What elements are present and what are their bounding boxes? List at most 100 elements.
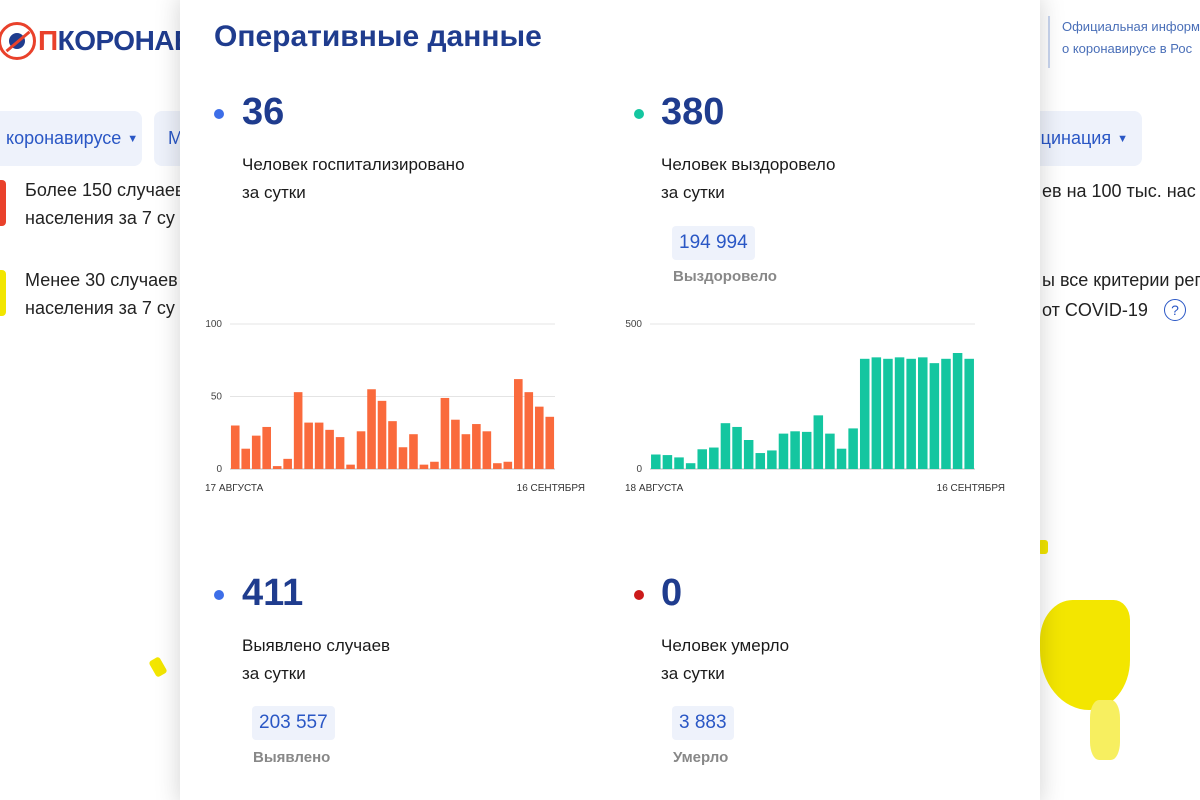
- chart-bar[interactable]: [755, 453, 766, 469]
- chart-bar[interactable]: [241, 448, 251, 469]
- chart-bar[interactable]: [440, 397, 450, 469]
- logo-prefix: П: [38, 25, 58, 56]
- map-region[interactable]: [1090, 700, 1120, 760]
- chart-bar[interactable]: [503, 461, 513, 469]
- chart-bar[interactable]: [836, 448, 847, 469]
- desc-line: Выявлено случаев: [242, 636, 391, 655]
- chart-bar[interactable]: [848, 428, 858, 469]
- chart-bar[interactable]: [524, 392, 534, 469]
- nav-about-coronavirus[interactable]: коронавирусе ▼: [0, 111, 142, 166]
- chart-bar[interactable]: [377, 400, 387, 469]
- chart-bar[interactable]: [283, 458, 292, 469]
- x-end-label: 16 СЕНТЯБРЯ: [937, 483, 1005, 494]
- chart-bar[interactable]: [314, 422, 324, 469]
- chart-bar[interactable]: [894, 357, 905, 469]
- chart-bar[interactable]: [461, 434, 471, 469]
- map-region[interactable]: [1038, 540, 1048, 554]
- chart-bar[interactable]: [859, 358, 870, 469]
- x-start-label: 18 АВГУСТА: [625, 483, 684, 494]
- cases-dot-icon: [214, 590, 224, 600]
- nav-label: М: [168, 128, 183, 148]
- chart-bar[interactable]: [801, 431, 812, 469]
- chart-bar[interactable]: [472, 424, 481, 469]
- chart-bar[interactable]: [325, 429, 334, 469]
- chart-bar[interactable]: [388, 421, 397, 469]
- chart-bar[interactable]: [720, 423, 731, 469]
- chart-bar[interactable]: [778, 433, 789, 469]
- hospitalized-chart: 0 50 100 17 АВГУСТА 16 СЕНТЯБРЯ: [200, 314, 600, 504]
- chart-bar[interactable]: [493, 463, 502, 469]
- chart-bar[interactable]: [906, 358, 916, 469]
- chart-bar[interactable]: [790, 431, 800, 469]
- chart-bar[interactable]: [545, 416, 555, 469]
- chart-bar[interactable]: [346, 464, 355, 469]
- chart-bar[interactable]: [367, 389, 376, 469]
- chart-bar[interactable]: [651, 454, 661, 470]
- chart-bar[interactable]: [929, 363, 940, 469]
- chart-bar[interactable]: [335, 437, 345, 469]
- y-tick-label: 500: [625, 319, 642, 330]
- legend-text: населения за 7 су: [25, 298, 175, 318]
- chart-bar[interactable]: [482, 431, 492, 469]
- chart-bar[interactable]: [419, 464, 429, 469]
- chart-bar[interactable]: [293, 392, 303, 469]
- desc-line: за сутки: [661, 664, 725, 683]
- chart-bar[interactable]: [398, 447, 408, 469]
- help-icon[interactable]: ?: [1164, 299, 1186, 321]
- caret-down-icon: ▼: [1117, 132, 1128, 145]
- hospitalized-desc: Человек госпитализировано за сутки: [242, 151, 465, 207]
- chart-bar[interactable]: [871, 357, 882, 469]
- chart-bar[interactable]: [697, 449, 707, 469]
- recovered-desc: Человек выздоровело за сутки: [661, 151, 836, 207]
- chart-bar[interactable]: [825, 433, 835, 469]
- chart-bar[interactable]: [430, 461, 439, 469]
- desc-line: за сутки: [242, 664, 306, 683]
- map-region[interactable]: [1040, 600, 1130, 710]
- hospitalized-dot-icon: [214, 109, 224, 119]
- y-tick-label: 100: [205, 319, 222, 330]
- chart-bar[interactable]: [451, 419, 460, 469]
- chart-bar[interactable]: [952, 353, 963, 469]
- recovered-chart: 0 500 18 АВГУСТА 16 СЕНТЯБРЯ: [620, 314, 1020, 504]
- x-start-label: 17 АВГУСТА: [205, 483, 264, 494]
- chart-bar[interactable]: [813, 415, 824, 469]
- chart-bar[interactable]: [964, 358, 974, 469]
- chart-bar[interactable]: [709, 447, 719, 469]
- chart-bar[interactable]: [356, 431, 366, 469]
- desc-line: за сутки: [242, 183, 306, 202]
- map-region[interactable]: [148, 656, 168, 678]
- chart-bar[interactable]: [918, 357, 928, 469]
- chart-bar[interactable]: [767, 450, 777, 469]
- hospitalized-chart-svg: 0 50 100 17 АВГУСТА 16 СЕНТЯБРЯ: [205, 319, 585, 494]
- chart-bar[interactable]: [514, 379, 523, 469]
- right-panel-text: ев на 100 тыс. нас: [1042, 181, 1196, 201]
- official-info-link[interactable]: Официальная информ о коронавирусе в Рос: [1048, 16, 1200, 68]
- legend-text: населения за 7 су: [25, 208, 175, 228]
- chart-bar[interactable]: [674, 457, 684, 469]
- chart-bar[interactable]: [262, 426, 271, 469]
- chart-bar[interactable]: [732, 426, 742, 469]
- legend-swatch-yellow: [0, 270, 6, 316]
- chart-bar[interactable]: [941, 358, 951, 469]
- official-line-2: о коронавирусе в Рос: [1062, 41, 1193, 56]
- deaths-value: 0: [661, 572, 683, 614]
- y-tick-label: 50: [211, 392, 223, 403]
- chart-bar[interactable]: [304, 422, 313, 469]
- cases-total-badge: 203 557: [252, 706, 335, 740]
- cases-value: 411: [242, 572, 304, 614]
- chart-bar[interactable]: [272, 466, 282, 469]
- chart-bar[interactable]: [251, 435, 261, 469]
- chart-bar[interactable]: [743, 440, 754, 469]
- deaths-total-label: Умерло: [673, 749, 729, 766]
- chart-bar[interactable]: [409, 434, 418, 469]
- chart-bar[interactable]: [685, 463, 696, 469]
- right-panel-text: ы все критерии реги: [1042, 270, 1200, 290]
- chart-bar[interactable]: [534, 406, 544, 469]
- chart-bar[interactable]: [662, 455, 673, 469]
- recovered-dot-icon: [634, 109, 644, 119]
- chart-bar[interactable]: [230, 425, 240, 470]
- chart-bar[interactable]: [883, 358, 893, 469]
- nav-label: коронавирусе: [6, 128, 122, 148]
- recovered-total-badge: 194 994: [672, 226, 755, 260]
- y-tick-label: 0: [636, 464, 642, 475]
